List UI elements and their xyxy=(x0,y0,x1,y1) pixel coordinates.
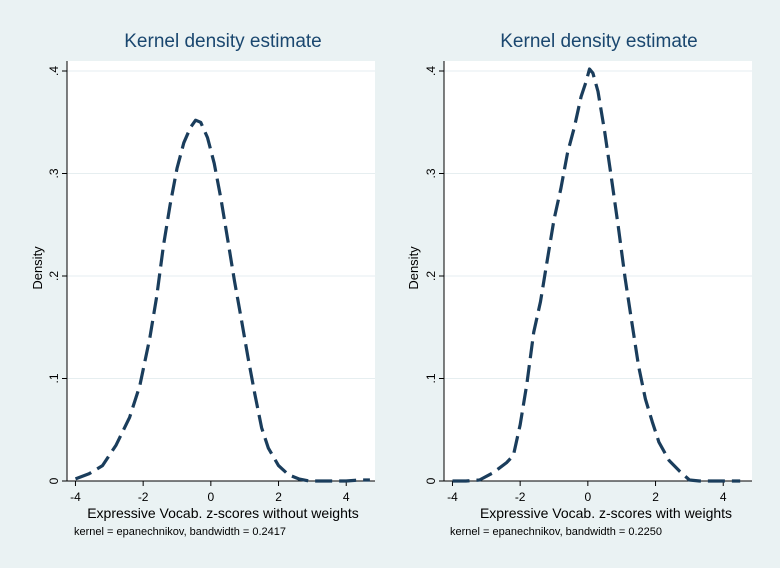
x-tick-label: 2 xyxy=(275,490,282,504)
y-tick-label: 0 xyxy=(47,477,61,484)
chart-panel-left: Kernel density estimate Density Expressi… xyxy=(30,31,375,538)
plot-area: 0 .1 .2 .3 .4 -4 -2 0 2 4 xyxy=(424,61,752,504)
y-tick-label: .4 xyxy=(424,66,438,76)
y-tick-label: .4 xyxy=(47,66,61,76)
plot-area: 0 .1 .2 .3 .4 -4 -2 0 2 4 xyxy=(47,61,375,504)
y-tick-label: .1 xyxy=(424,373,438,383)
x-tick-label: 0 xyxy=(585,490,592,504)
y-tick-label: .1 xyxy=(47,373,61,383)
plot-background xyxy=(444,61,752,481)
density-line xyxy=(74,118,370,483)
plot-background xyxy=(67,61,375,481)
chart-note: kernel = epanechnikov, bandwidth = 0.241… xyxy=(74,526,286,538)
chart-note: kernel = epanechnikov, bandwidth = 0.225… xyxy=(450,526,662,538)
chart-panel-right: Kernel density estimate Density Expressi… xyxy=(390,0,780,568)
x-tick-label: 4 xyxy=(343,490,350,504)
x-tick-label: 2 xyxy=(652,490,659,504)
y-tick-label: 0 xyxy=(424,477,438,484)
x-axis-label: Expressive Vocab. z-scores with weights xyxy=(480,505,732,521)
y-tick-label: .3 xyxy=(424,168,438,178)
chart-left: Kernel density estimate Density Expressi… xyxy=(30,31,375,538)
x-tick-label: -4 xyxy=(70,490,81,504)
y-axis-label: Density xyxy=(406,246,421,290)
y-tick-label: .2 xyxy=(424,271,438,281)
x-tick-label: 0 xyxy=(208,490,215,504)
x-axis-label: Expressive Vocab. z-scores without weigh… xyxy=(87,505,359,521)
x-tick-label: -2 xyxy=(515,490,526,504)
x-tick-label: -2 xyxy=(138,490,149,504)
x-tick-label: 4 xyxy=(720,490,727,504)
chart-title: Kernel density estimate xyxy=(124,31,322,52)
chart-title: Kernel density estimate xyxy=(500,31,698,52)
y-tick-label: .3 xyxy=(47,168,61,178)
y-tick-label: .2 xyxy=(47,271,61,281)
chart-right: Kernel density estimate Density Expressi… xyxy=(406,31,752,538)
y-axis-label: Density xyxy=(30,246,45,290)
x-tick-label: -4 xyxy=(447,490,458,504)
density-line xyxy=(452,67,741,483)
